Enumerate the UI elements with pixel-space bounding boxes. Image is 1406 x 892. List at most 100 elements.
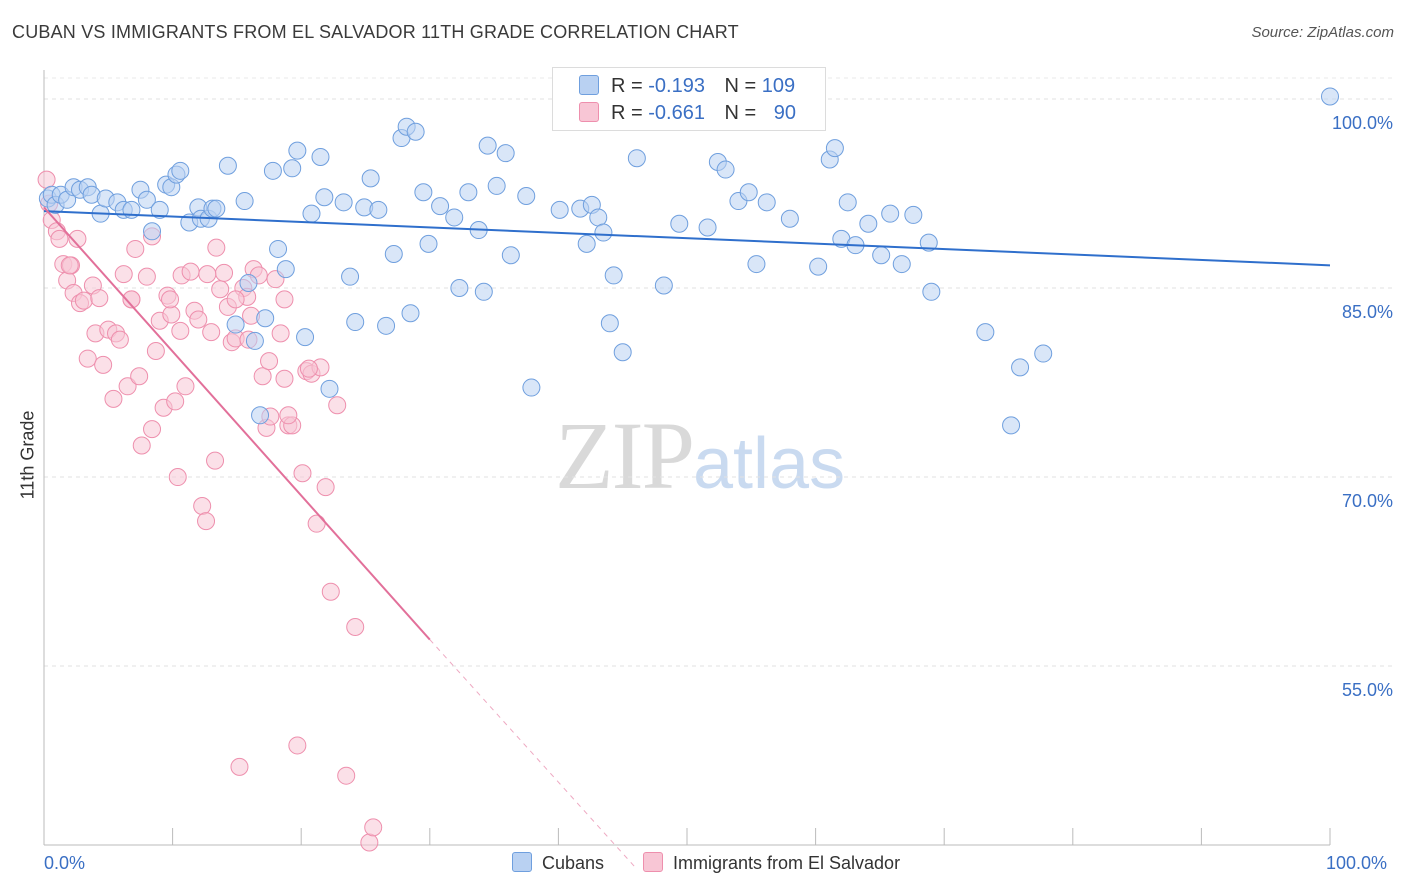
cuban-point bbox=[838, 193, 857, 212]
cuban-point bbox=[904, 205, 923, 224]
cuban-point bbox=[450, 279, 469, 298]
salvador-point bbox=[132, 436, 151, 455]
salvador-point bbox=[78, 349, 97, 368]
salvador-point bbox=[130, 367, 149, 386]
legend-r-value: -0.661 bbox=[648, 102, 705, 124]
cuban-point bbox=[487, 176, 506, 195]
salvador-point bbox=[271, 324, 290, 343]
cuban-point bbox=[976, 323, 995, 342]
legend-n-label: N = bbox=[724, 75, 757, 97]
salvador-trend-extension bbox=[429, 639, 636, 869]
salvador-point bbox=[253, 367, 272, 386]
salvador-point bbox=[206, 451, 225, 470]
salvador-trend-line bbox=[43, 206, 431, 641]
salvador-point bbox=[122, 290, 141, 309]
cuban-point bbox=[780, 209, 799, 228]
cuban-point bbox=[150, 200, 169, 219]
salvador-point bbox=[90, 289, 109, 308]
cuban-point bbox=[384, 244, 403, 263]
cuban-point bbox=[1002, 416, 1021, 435]
salvador-point bbox=[215, 263, 234, 282]
salvador-point bbox=[288, 736, 307, 755]
cuban-point bbox=[757, 193, 776, 212]
cuban-point bbox=[474, 282, 493, 301]
cuban-point bbox=[401, 304, 420, 323]
salvador-point bbox=[143, 420, 162, 439]
cuban-point bbox=[143, 222, 162, 241]
watermark-zip: ZIP bbox=[555, 402, 695, 509]
cuban-point bbox=[361, 169, 380, 188]
cuban-point bbox=[517, 187, 536, 206]
cuban-point bbox=[872, 246, 891, 265]
cuban-point bbox=[226, 315, 245, 334]
cuban-point bbox=[922, 282, 941, 301]
cuban-point bbox=[550, 200, 569, 219]
legend-r-label: R = bbox=[611, 102, 643, 124]
legend-r-label: R = bbox=[611, 75, 643, 97]
cuban-point bbox=[315, 188, 334, 207]
cuban-point bbox=[302, 204, 321, 223]
legend-item-cubans: Cubans bbox=[512, 852, 604, 874]
cuban-point bbox=[288, 141, 307, 160]
cuban-point bbox=[256, 309, 275, 328]
cuban-point bbox=[263, 161, 282, 180]
legend-n-label: N = bbox=[724, 102, 757, 124]
cuban-point bbox=[1321, 87, 1339, 106]
cuban-point bbox=[809, 257, 828, 276]
salvador-point bbox=[118, 377, 137, 396]
legend-label-salvador: Immigrants from El Salvador bbox=[673, 853, 901, 873]
salvador-point bbox=[275, 290, 294, 309]
cuban-point bbox=[594, 223, 613, 242]
salvador-point bbox=[137, 267, 156, 286]
salvador-point bbox=[328, 396, 347, 415]
cuban-point bbox=[218, 156, 237, 175]
cuban-point bbox=[346, 313, 365, 332]
y-tick-label: 100.0% bbox=[1331, 112, 1393, 133]
cuban-point bbox=[577, 234, 596, 253]
salvador-point bbox=[193, 497, 212, 516]
legend-label-cubans: Cubans bbox=[542, 853, 605, 873]
cuban-point bbox=[613, 343, 632, 362]
salvador-point bbox=[37, 170, 56, 189]
cuban-point bbox=[171, 161, 190, 180]
cubans-trend-line bbox=[43, 210, 1331, 267]
salvador-point bbox=[211, 280, 230, 299]
cuban-point bbox=[919, 233, 938, 252]
salvador-point bbox=[166, 392, 185, 411]
cuban-point bbox=[269, 239, 288, 258]
salvador-points bbox=[37, 170, 383, 852]
cubans-swatch-icon bbox=[579, 75, 599, 95]
y-axis-title: 11th Grade bbox=[17, 410, 38, 500]
cuban-point bbox=[320, 379, 339, 398]
salvador-point bbox=[197, 512, 216, 531]
salvador-point bbox=[161, 290, 180, 309]
cuban-point bbox=[414, 183, 433, 202]
salvador-point bbox=[94, 355, 113, 374]
salvador-point bbox=[162, 305, 181, 324]
trend-lines bbox=[43, 206, 1331, 869]
cuban-point bbox=[341, 267, 360, 286]
cuban-point bbox=[1034, 344, 1053, 363]
cuban-point bbox=[377, 316, 396, 335]
cuban-point bbox=[600, 314, 619, 333]
cuban-point bbox=[859, 214, 878, 233]
x-tick-label-max: 100.0% bbox=[1326, 853, 1388, 873]
salvador-point bbox=[181, 262, 200, 281]
salvador-point bbox=[226, 290, 245, 309]
cuban-point bbox=[478, 136, 497, 155]
cubans-legend-icon bbox=[512, 852, 532, 872]
salvador-point bbox=[60, 256, 79, 275]
salvador-point bbox=[110, 330, 129, 349]
salvador-point bbox=[74, 291, 93, 310]
cuban-point bbox=[604, 266, 623, 285]
salvador-point bbox=[307, 514, 326, 533]
salvador-point bbox=[279, 406, 298, 425]
cuban-point bbox=[245, 331, 264, 350]
cuban-point bbox=[501, 246, 520, 265]
stats-legend: R = -0.193 N = 109 R = -0.661 N = 90 bbox=[552, 67, 826, 131]
cuban-point bbox=[892, 255, 911, 274]
cuban-point bbox=[283, 159, 302, 178]
salvador-point bbox=[364, 818, 383, 837]
legend-r-value: -0.193 bbox=[648, 75, 705, 97]
cuban-point bbox=[747, 255, 766, 274]
